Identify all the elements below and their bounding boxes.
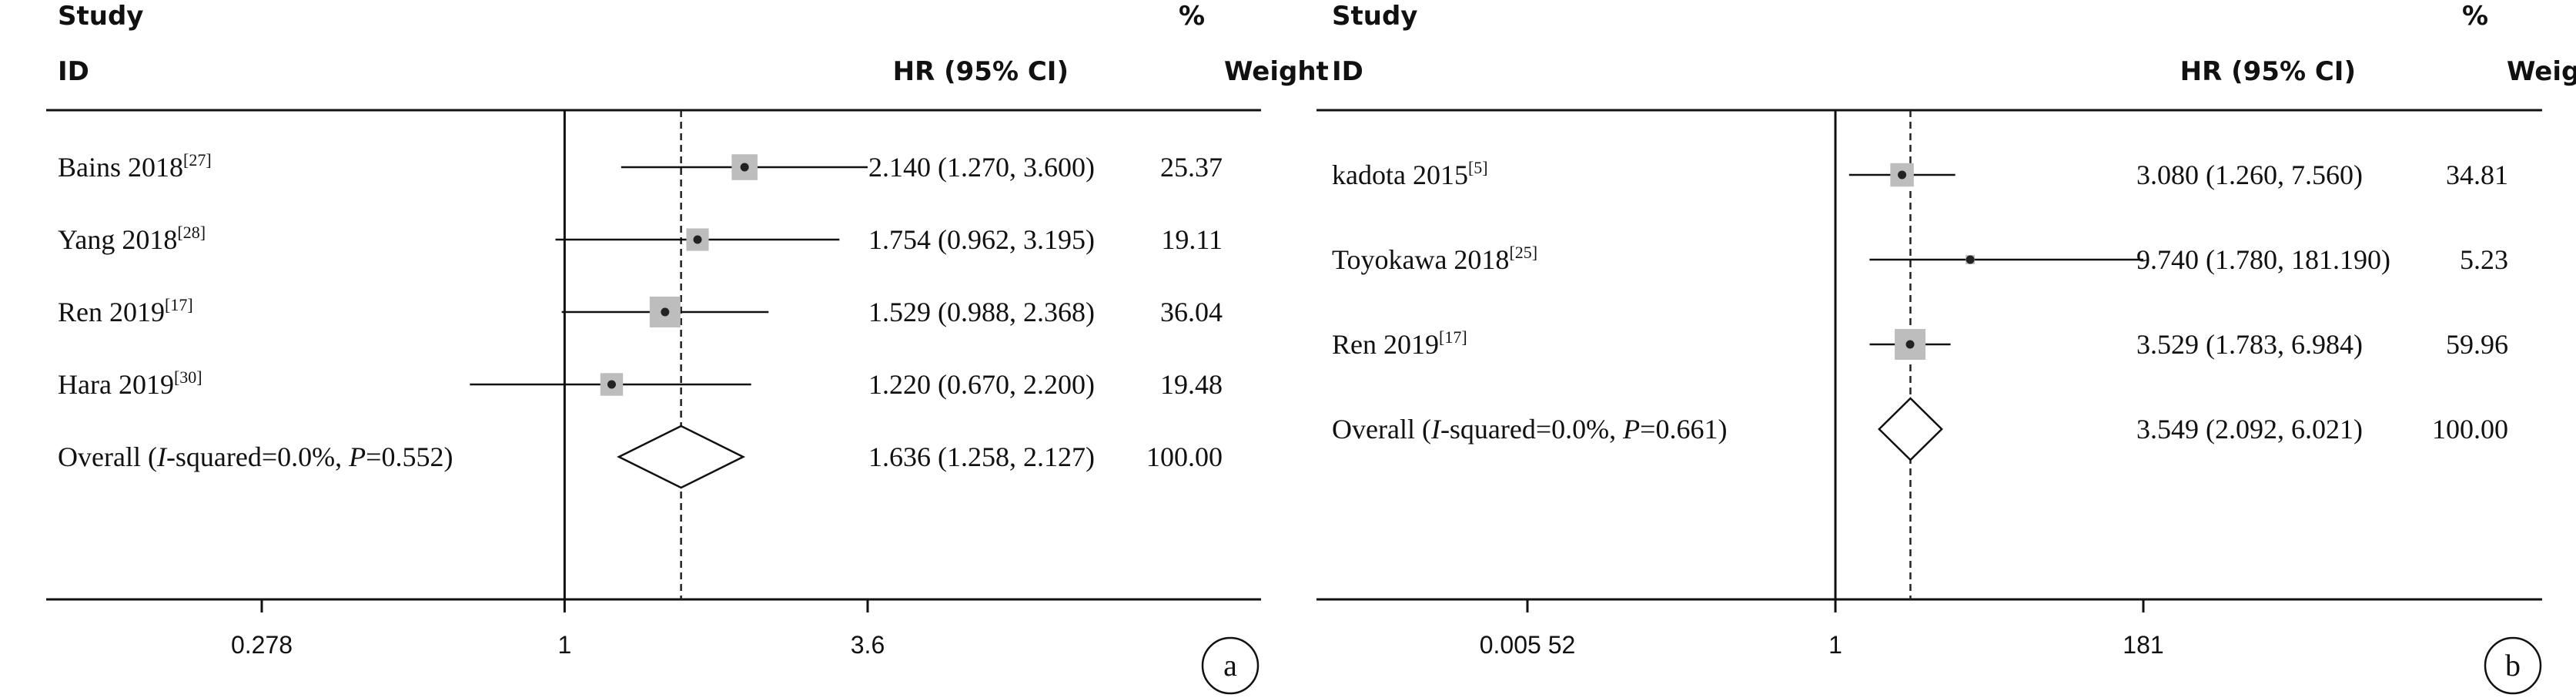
forest-panel-a: Study ID HR (95% CI)% Weight 0.278 1 3.6 Bains … xyxy=(46,1,1329,695)
study-reference: [25] xyxy=(1509,243,1537,262)
study-label: Bains 2018[27] xyxy=(58,150,212,183)
point-estimate xyxy=(693,235,702,244)
weight-value: 34.81 xyxy=(2446,159,2508,190)
hr-ci-text: 2.140 (1.270, 3.600) xyxy=(868,152,1095,183)
p-value: =0.661) xyxy=(1640,414,1727,445)
overall-weight-value: 100.00 xyxy=(2432,414,2508,445)
header-percent: % xyxy=(2462,1,2488,32)
p-symbol: P xyxy=(1622,414,1640,445)
hr-ci-text: 9.740 (1.780, 181.190) xyxy=(2136,244,2390,275)
weight-value: 19.11 xyxy=(1161,224,1223,255)
point-estimate xyxy=(1898,170,1907,180)
weight-value: 25.37 xyxy=(1160,152,1223,183)
x-tick-label: 3.6 xyxy=(851,631,885,659)
point-estimate xyxy=(1905,340,1915,349)
panel-badge-letter: a xyxy=(1223,648,1237,683)
hr-ci-text: 3.529 (1.783, 6.984) xyxy=(2136,329,2363,360)
study-label: Ren 2019[17] xyxy=(1332,327,1467,360)
study-reference: [17] xyxy=(165,295,193,314)
x-tick-label: 0.278 xyxy=(231,631,293,659)
header-study: Study xyxy=(1332,1,1417,32)
panel-badge-letter: b xyxy=(2505,648,2521,683)
panel-badge-circle xyxy=(2484,636,2542,695)
study-reference: [17] xyxy=(1439,327,1467,347)
overall-label: Overall (I-squared=0.0%, P=0.661) xyxy=(1332,414,1727,445)
overall-weight-value: 100.00 xyxy=(1146,441,1223,472)
hr-ci-text: 1.754 (0.962, 3.195) xyxy=(868,224,1095,255)
point-estimate xyxy=(607,380,616,389)
overall-hr-ci-text: 1.636 (1.258, 2.127) xyxy=(868,441,1095,472)
weight-value: 36.04 xyxy=(1160,297,1223,327)
header-weight: Weight xyxy=(2507,56,2576,87)
study-name: Bains 2018 xyxy=(58,152,183,183)
overall-diamond xyxy=(1878,397,1943,461)
header-id: ID xyxy=(1332,56,1363,87)
point-estimate xyxy=(1965,255,1975,264)
point-estimate xyxy=(740,163,749,172)
study-name: Hara 2019 xyxy=(58,369,174,400)
overall-diamond xyxy=(617,425,746,489)
x-tick-label: 1 xyxy=(1828,631,1842,659)
panel-badge-circle xyxy=(1201,636,1260,695)
study-reference: [5] xyxy=(1468,158,1488,177)
study-reference: [28] xyxy=(177,223,206,242)
hr-ci-text: 1.220 (0.670, 2.200) xyxy=(868,369,1095,400)
study-label: Yang 2018[28] xyxy=(58,223,206,255)
i-squared-symbol: I xyxy=(1430,414,1442,445)
x-tick-label: 181 xyxy=(2123,631,2163,659)
i-squared-value: -squared=0.0%, xyxy=(1440,414,1623,445)
header-weight: Weight xyxy=(1224,56,1329,87)
i-squared-value: -squared=0.0%, xyxy=(166,441,349,472)
header-percent: % xyxy=(1179,1,1205,32)
study-name: Ren 2019 xyxy=(58,297,165,327)
header-id: ID xyxy=(58,56,89,87)
study-name: kadota 2015 xyxy=(1332,159,1468,190)
study-label: Hara 2019[30] xyxy=(58,367,202,400)
x-tick-label: 1 xyxy=(557,631,571,659)
overall-label: Overall (I-squared=0.0%, P=0.552) xyxy=(58,441,453,472)
study-name: Yang 2018 xyxy=(58,224,177,255)
point-estimate xyxy=(661,307,670,317)
header-study: Study xyxy=(58,1,143,32)
p-value: =0.552) xyxy=(366,441,453,472)
hr-ci-text: 1.529 (0.988, 2.368) xyxy=(868,297,1095,327)
hr-ci-text: 3.080 (1.260, 7.560) xyxy=(2136,159,2363,190)
study-reference: [27] xyxy=(183,150,212,169)
header-effect: HR (95% CI) xyxy=(2180,56,2356,87)
study-label: Ren 2019[17] xyxy=(58,295,193,327)
overall-prefix: Overall ( xyxy=(58,441,157,472)
weight-value: 5.23 xyxy=(2460,244,2508,275)
x-tick-label: 0.005 52 xyxy=(1480,631,1576,659)
study-name: Ren 2019 xyxy=(1332,329,1439,360)
weight-value: 19.48 xyxy=(1160,369,1223,400)
i-squared-symbol: I xyxy=(156,441,168,472)
p-symbol: P xyxy=(348,441,366,472)
study-reference: [30] xyxy=(174,367,202,387)
overall-prefix: Overall ( xyxy=(1332,414,1431,445)
weight-value: 59.96 xyxy=(2446,329,2508,360)
study-name: Toyokawa 2018 xyxy=(1332,244,1509,275)
overall-hr-ci-text: 3.549 (2.092, 6.021) xyxy=(2136,414,2363,445)
study-label: Toyokawa 2018[25] xyxy=(1332,243,1537,275)
forest-panel-b: Study ID HR (95% CI)% Weight 0.005 52 1 181 kad… xyxy=(1316,1,2576,695)
study-label: kadota 2015[5] xyxy=(1332,158,1488,190)
header-effect: HR (95% CI) xyxy=(893,56,1069,87)
